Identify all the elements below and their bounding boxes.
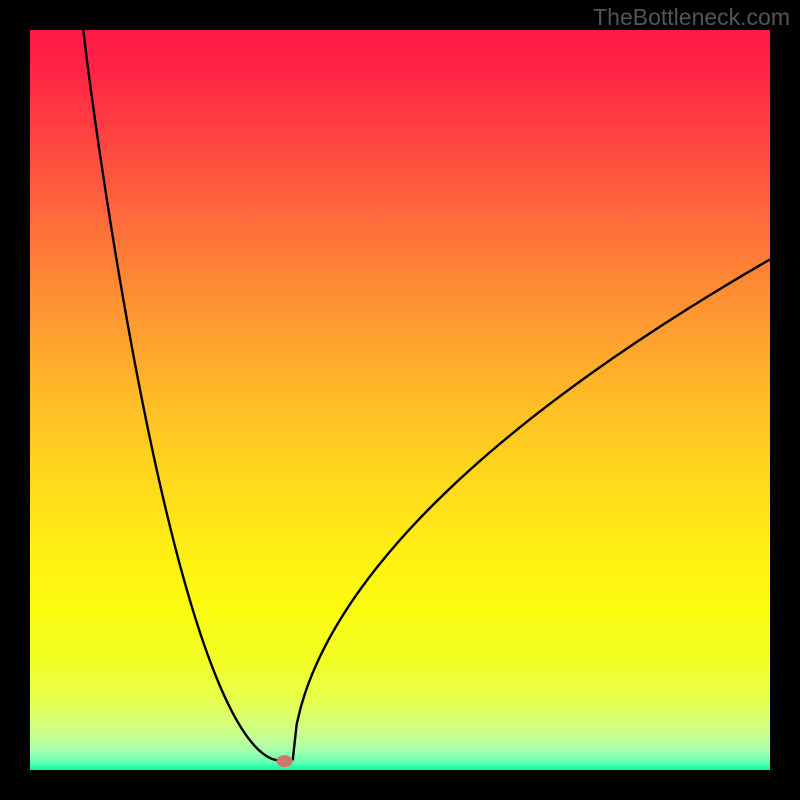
watermark-text: TheBottleneck.com [593,4,790,31]
bottleneck-chart [0,0,800,800]
optimal-point-marker [277,755,293,767]
chart-container: { "watermark": { "text": "TheBottleneck.… [0,0,800,800]
